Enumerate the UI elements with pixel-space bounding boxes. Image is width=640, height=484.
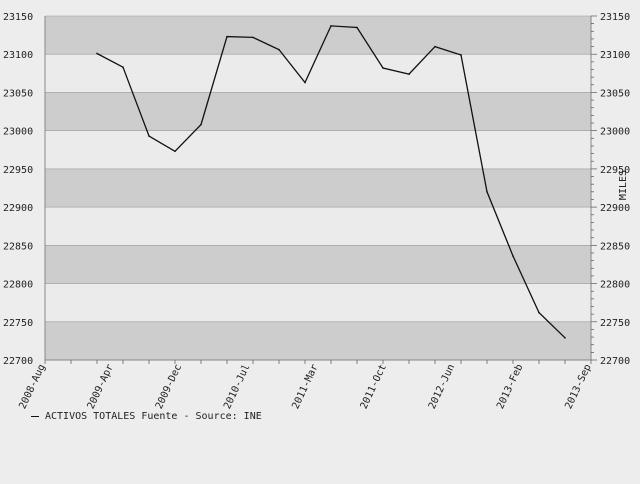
x-axis: 2008-Aug 2009-Apr 2009-Dec 2010-Jul 2011-Mar… bbox=[17, 363, 593, 411]
data-point bbox=[408, 73, 410, 75]
x-tick-label: 2008-Aug bbox=[17, 363, 47, 411]
grid-band bbox=[45, 54, 591, 93]
y-tick-label-right: 22750 bbox=[600, 318, 630, 329]
y-tick-label-left: 22700 bbox=[3, 356, 33, 367]
y-tick-label-right: 23100 bbox=[600, 50, 630, 61]
grid-band bbox=[45, 245, 591, 284]
series-layer bbox=[96, 25, 566, 339]
x-tick-label: 2011-Oct bbox=[359, 363, 389, 411]
data-point bbox=[174, 150, 176, 153]
data-point bbox=[278, 48, 280, 51]
y-axis-right: 22700 22750 22800 22850 22900 22950 23000 23050… bbox=[600, 12, 630, 367]
y-axis-left: 22700 22750 22800 22850 22900 22950 23000 23050… bbox=[3, 12, 33, 367]
y-tick-label-left: 22900 bbox=[3, 203, 33, 214]
y-tick-label-right: 23000 bbox=[600, 127, 630, 138]
legend-text: ACTIVOS TOTALES Fuente - Source: INE bbox=[45, 411, 262, 422]
grid-band bbox=[45, 321, 591, 360]
data-point bbox=[252, 36, 254, 39]
legend: ACTIVOS TOTALES Fuente - Source: INE bbox=[28, 410, 265, 423]
grid-band bbox=[45, 92, 591, 131]
data-point bbox=[512, 255, 514, 257]
data-point bbox=[564, 337, 566, 339]
x-tick-label: 2009-Dec bbox=[154, 363, 184, 411]
y-tick-label-right: 22700 bbox=[600, 356, 630, 367]
y-tick-label-right: 22900 bbox=[600, 203, 630, 214]
y-tick-label-left: 22800 bbox=[3, 280, 33, 291]
data-point bbox=[434, 45, 436, 48]
y-tick-label-left: 23150 bbox=[3, 12, 33, 23]
x-tick-label: 2013-Feb bbox=[495, 363, 525, 411]
x-tick-label: 2009-Apr bbox=[86, 363, 116, 411]
y-axis-label-right: MILES bbox=[618, 170, 629, 200]
y-tick-label-left: 23000 bbox=[3, 127, 33, 138]
y-tick-label-right: 22850 bbox=[600, 241, 630, 252]
y-tick-label-left: 23050 bbox=[3, 88, 33, 99]
y-tick-label-left: 23100 bbox=[3, 50, 33, 61]
grid-bands bbox=[45, 15, 591, 361]
data-point bbox=[304, 81, 306, 84]
x-tick-label: 2010-Jul bbox=[222, 363, 252, 411]
data-point bbox=[148, 135, 150, 137]
data-point bbox=[330, 25, 332, 27]
y-tick-label-right: 22800 bbox=[600, 280, 630, 291]
grid-band bbox=[45, 207, 591, 246]
y-tick-label-right: 23050 bbox=[600, 88, 630, 99]
x-tick-label: 2012-Jun bbox=[427, 363, 457, 411]
x-tick-label: 2011-Mar bbox=[290, 363, 320, 411]
grid-band bbox=[45, 16, 591, 55]
data-point bbox=[538, 311, 540, 314]
y-tick-label-right: 23150 bbox=[600, 12, 630, 23]
y-tick-label-left: 22750 bbox=[3, 318, 33, 329]
x-tick-label: 2013-Sep bbox=[563, 363, 593, 411]
data-point bbox=[200, 123, 202, 126]
y-tick-label-left: 22850 bbox=[3, 241, 33, 252]
axes bbox=[44, 15, 597, 364]
y-tick-label-right: 22950 bbox=[600, 165, 630, 176]
grid-band bbox=[45, 283, 591, 322]
data-point bbox=[460, 54, 462, 56]
legend-swatch bbox=[31, 415, 39, 417]
data-point bbox=[356, 26, 358, 29]
grid-band bbox=[45, 130, 591, 169]
data-point bbox=[122, 66, 124, 69]
data-point bbox=[96, 52, 98, 55]
data-point bbox=[382, 67, 384, 69]
data-point bbox=[226, 35, 228, 38]
data-point bbox=[486, 191, 488, 193]
grid-band bbox=[45, 168, 591, 208]
y-tick-label-left: 22950 bbox=[3, 165, 33, 176]
